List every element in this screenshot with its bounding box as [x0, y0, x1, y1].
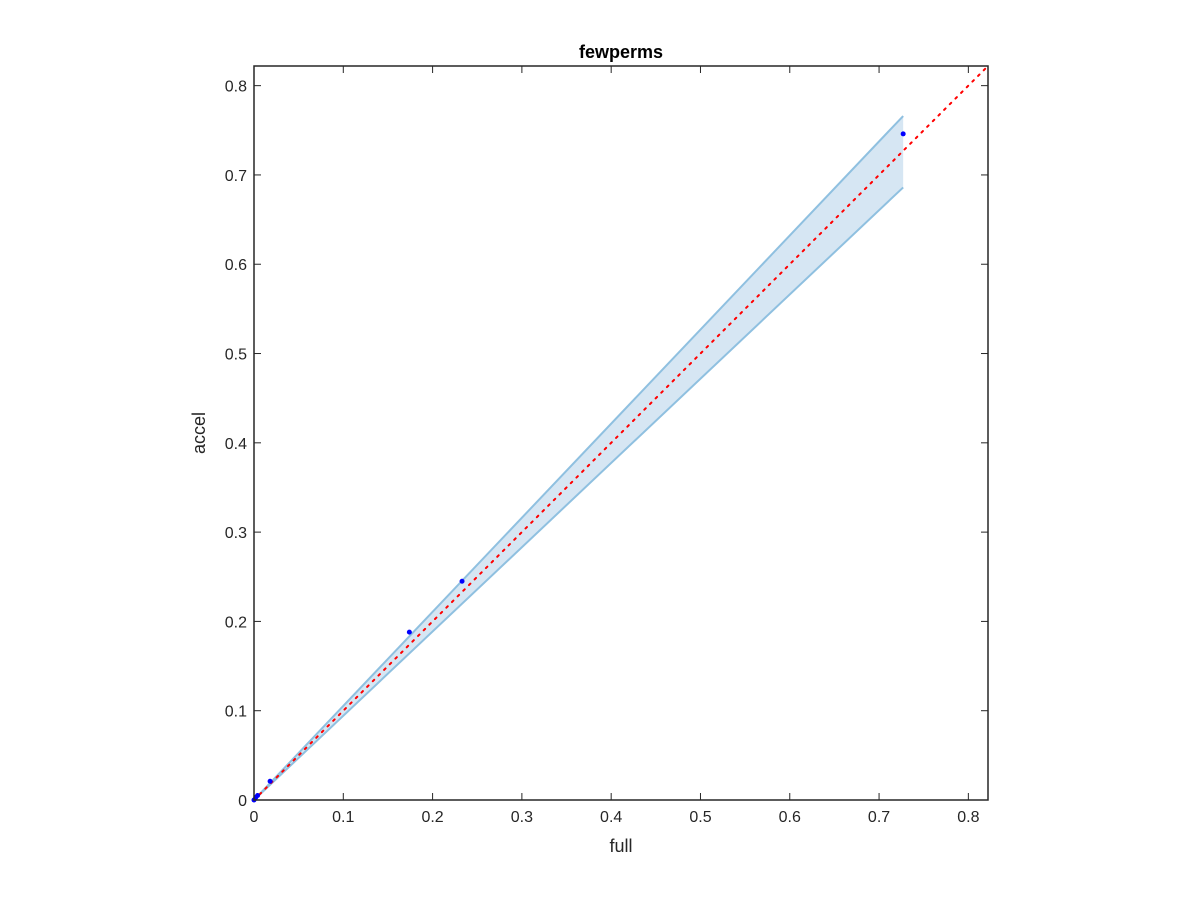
- y-tick-label: 0.1: [225, 704, 247, 721]
- data-point: [255, 793, 261, 799]
- x-axis-label: full: [609, 836, 632, 856]
- y-tick-label: 0.6: [225, 257, 247, 274]
- y-tick-label: 0.8: [225, 79, 247, 96]
- y-tick-label: 0.5: [225, 347, 247, 364]
- x-tick-label: 0.7: [868, 809, 890, 826]
- x-tick-label: 0.4: [600, 809, 622, 826]
- chart-title: fewperms: [579, 42, 663, 62]
- data-point: [459, 578, 465, 584]
- data-point: [267, 778, 273, 784]
- y-tick-label: 0.4: [225, 436, 247, 453]
- data-point: [406, 629, 412, 635]
- x-tick-label: 0.3: [511, 809, 533, 826]
- band-upper-edge: [253, 115, 904, 801]
- y-tick-label: 0: [238, 793, 247, 810]
- x-tick-label: 0.2: [421, 809, 443, 826]
- data-point: [900, 131, 906, 137]
- axes-box: [253, 65, 989, 801]
- reference-line: [253, 65, 989, 801]
- x-tick-label: 0.1: [332, 809, 354, 826]
- y-tick-label: 0.7: [225, 168, 247, 185]
- y-axis-label: accel: [189, 412, 209, 454]
- x-tick-label: 0: [250, 809, 259, 826]
- x-tick-label: 0.8: [957, 809, 979, 826]
- y-tick-label: 0.2: [225, 614, 247, 631]
- band-lower-edge: [253, 186, 904, 801]
- y-tick-label: 0.3: [225, 525, 247, 542]
- x-tick-label: 0.6: [779, 809, 801, 826]
- x-tick-label: 0.5: [689, 809, 711, 826]
